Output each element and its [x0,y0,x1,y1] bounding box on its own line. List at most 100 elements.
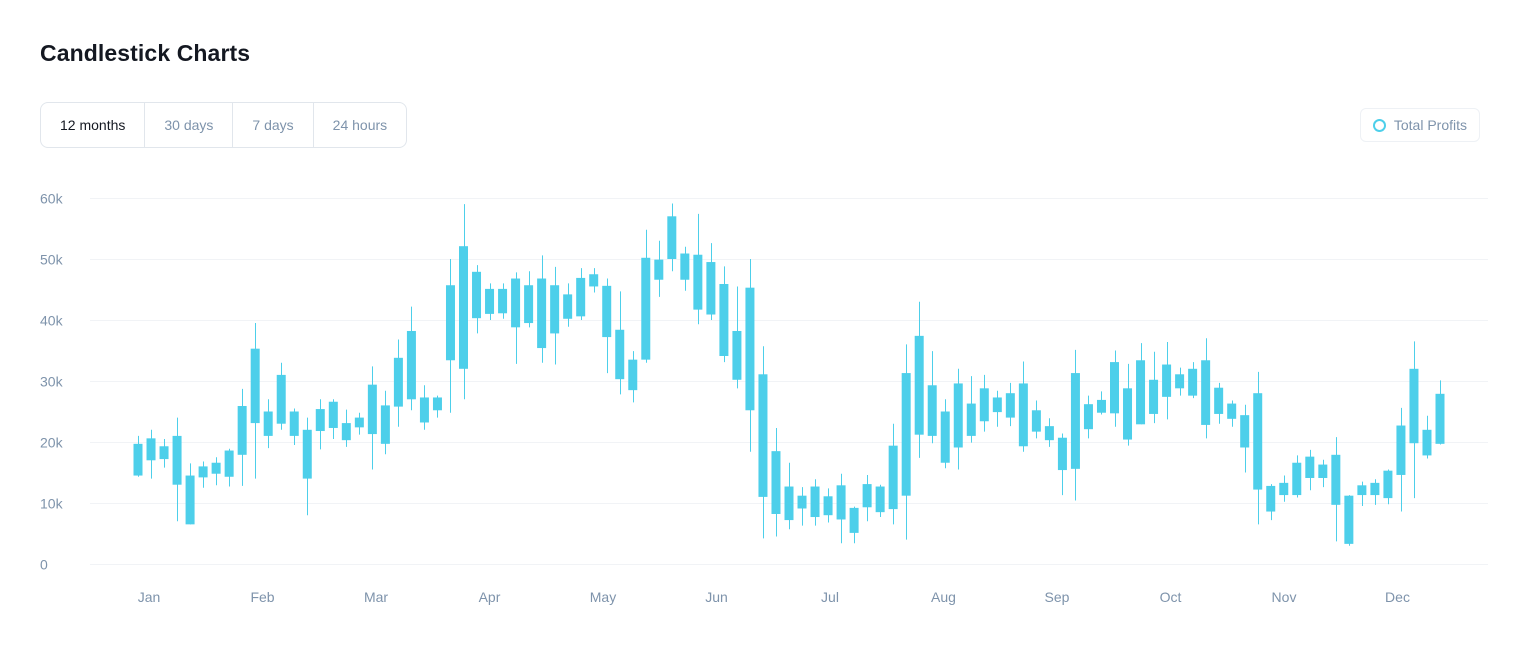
candle [511,272,521,364]
candle [1005,382,1015,427]
candle-body [537,278,547,349]
candle-body [641,257,651,360]
candle [211,457,221,486]
candle [250,323,260,479]
candle-body [511,278,521,328]
tab-7-days[interactable]: 7 days [233,103,314,147]
candle-body [550,285,560,334]
candle-body [459,246,468,369]
candle-body [250,348,260,424]
candle [485,283,495,320]
candle-body [732,330,742,380]
tab-12-months[interactable]: 12 months [41,103,146,147]
candle [667,203,677,272]
candle-body [1005,393,1015,418]
candle [1136,343,1146,425]
candle-body [1292,462,1302,496]
candle-body [354,417,364,428]
page-title: Candlestick Charts [40,40,251,66]
candle-body [1018,383,1028,447]
candle-body [498,288,508,314]
candle-body [485,288,495,314]
candle-body [888,445,898,510]
tab-24-hours[interactable]: 24 hours [332,117,388,133]
candle-body [524,285,534,324]
x-tick-label: Jul [821,589,839,605]
x-tick-label: Feb [250,589,274,605]
candle-body [1083,404,1093,430]
candle-body [1096,399,1106,413]
x-axis-labels: Jan Feb Mar Apr May Jun Jul Aug Sep Oct Nov Dec [138,589,1410,605]
candle [979,374,989,432]
candle [758,346,768,539]
candle [1305,449,1315,491]
candle [1149,351,1159,424]
candle-body [1435,393,1445,444]
candle [628,351,638,403]
candle [849,506,859,544]
candle-body [472,271,482,319]
candle [1162,341,1172,420]
candle-body [1422,429,1432,456]
candle [654,240,664,297]
candle [1123,363,1133,446]
candle-body [1357,485,1367,496]
y-tick-label: 60k [40,191,64,207]
candle [1018,361,1028,452]
candle [1188,362,1198,399]
candle-body [1123,388,1133,440]
candle [1175,367,1185,396]
candle [289,408,299,446]
candle [1370,479,1380,505]
grid-lines [90,198,1488,565]
candle-body [302,429,312,479]
candle [537,255,547,363]
candle-body [758,374,768,497]
candle-body [1253,393,1263,490]
candle-body [1396,425,1406,475]
candle-body [576,277,586,317]
candle [498,283,508,319]
candle [563,283,573,327]
tab-30-days[interactable]: 30 days [145,103,234,147]
candle-body [1266,485,1276,512]
candle [797,487,807,526]
candle-body [784,486,794,521]
candle [445,259,455,413]
candle-body [771,451,781,514]
candle-body [940,411,950,463]
y-tick-label: 10k [40,496,64,512]
y-tick-label: 40k [40,313,64,329]
candle [432,395,442,418]
candle-body [172,435,182,485]
candle-body [1409,368,1419,444]
candle [1110,350,1119,427]
x-tick-label: Nov [1272,589,1297,605]
candle [367,366,377,470]
candle [862,474,872,522]
candle-body [979,388,989,422]
candle [953,368,963,470]
candle [1096,391,1106,415]
candle [185,463,195,525]
candle-body [276,374,286,424]
candle [159,438,169,468]
legend-total-profits[interactable]: Total Profits [1359,108,1480,142]
candle-body [810,486,820,518]
candle [419,385,429,430]
candle-body [667,216,677,259]
x-tick-label: Sep [1045,589,1070,605]
candle [1292,455,1302,498]
x-tick-label: Dec [1385,589,1410,605]
candle [1279,475,1289,502]
candle-body [563,294,573,319]
candle [1396,407,1406,512]
candle-body [628,359,638,391]
candle [146,429,156,479]
candle-body [263,411,273,436]
candle [1409,341,1419,499]
candle [550,266,560,365]
candle [810,479,820,526]
candle-body [1070,373,1080,469]
